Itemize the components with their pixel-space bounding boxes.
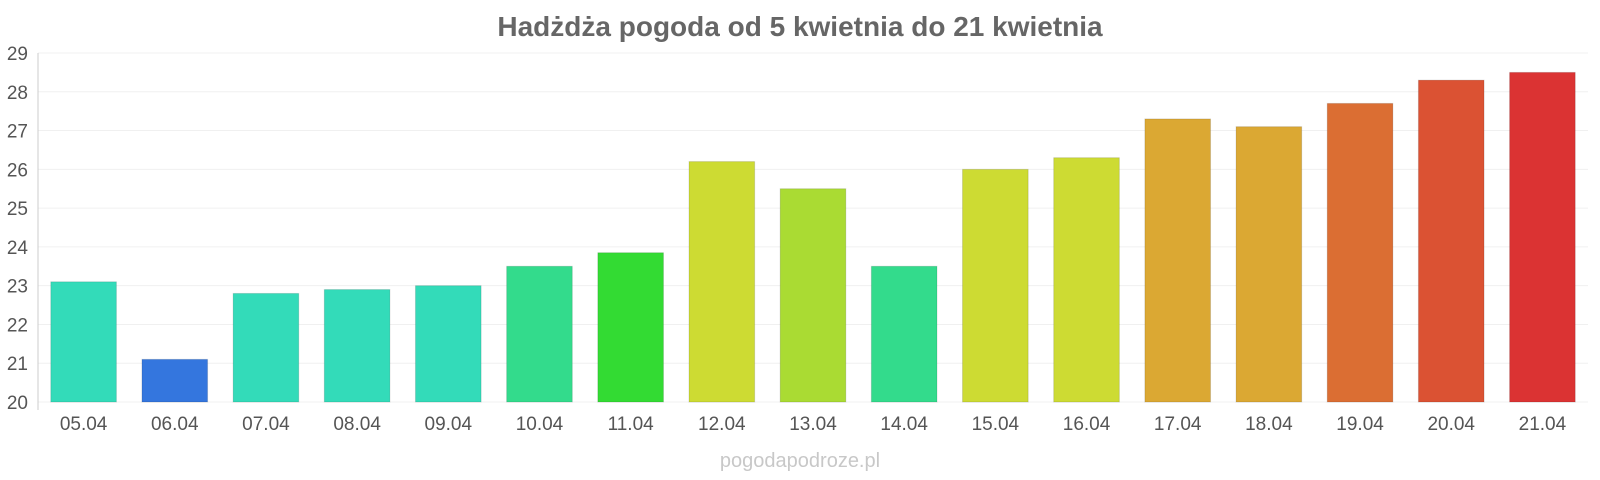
x-tick-label: 07.04 bbox=[242, 414, 290, 435]
y-tick-label: 22 bbox=[7, 315, 28, 336]
bar-08.04 bbox=[323, 289, 391, 403]
bar-21.04 bbox=[1509, 71, 1576, 403]
bar-18.04 bbox=[1235, 126, 1303, 403]
x-tick-label: 21.04 bbox=[1519, 414, 1567, 435]
x-tick-label: 12.04 bbox=[698, 414, 746, 435]
x-tick-label: 19.04 bbox=[1336, 414, 1384, 435]
bar-15.04 bbox=[962, 168, 1029, 403]
y-tick-label: 20 bbox=[7, 393, 28, 414]
x-tick-label: 09.04 bbox=[425, 414, 473, 435]
bar-06.04 bbox=[141, 358, 209, 403]
bar-07.04 bbox=[232, 292, 300, 403]
y-tick-label: 23 bbox=[7, 277, 28, 298]
x-tick-label: 13.04 bbox=[789, 414, 837, 435]
x-tick-label: 18.04 bbox=[1245, 414, 1293, 435]
x-tick-label: 11.04 bbox=[608, 414, 655, 435]
bar-10.04 bbox=[506, 265, 573, 403]
y-tick-label: 24 bbox=[7, 238, 29, 259]
x-tick-label: 10.04 bbox=[516, 414, 564, 435]
x-axis: 05.04 06.04 07.04 08.04 09.04 10.04 11.04 12.04… bbox=[60, 414, 1567, 435]
x-tick-label: 05.04 bbox=[60, 414, 108, 435]
y-tick-label: 29 bbox=[7, 44, 28, 65]
y-tick-label: 28 bbox=[7, 83, 28, 104]
x-tick-label: 16.04 bbox=[1063, 414, 1111, 435]
bar-12.04 bbox=[688, 161, 756, 403]
x-tick-label: 20.04 bbox=[1427, 414, 1475, 435]
x-tick-label: 08.04 bbox=[333, 414, 381, 435]
x-tick-label: 06.04 bbox=[151, 414, 199, 435]
bar-19.04 bbox=[1326, 102, 1394, 403]
x-tick-label: 14.04 bbox=[880, 414, 928, 435]
bars bbox=[50, 71, 1576, 403]
chart-title: Hadżdża pogoda od 5 kwietnia do 21 kwiet… bbox=[497, 11, 1103, 42]
x-tick-label: 17.04 bbox=[1154, 414, 1202, 435]
y-tick-label: 25 bbox=[7, 199, 28, 220]
watermark: pogodapodroze.pl bbox=[719, 450, 881, 472]
x-tick-label: 15.04 bbox=[972, 414, 1020, 435]
bar-13.04 bbox=[779, 188, 847, 403]
y-tick-label: 26 bbox=[7, 160, 28, 181]
y-axis: 20 21 22 23 24 25 26 27 28 29 bbox=[7, 44, 39, 414]
y-tick-label: 21 bbox=[7, 354, 28, 375]
bar-16.04 bbox=[1053, 157, 1120, 403]
bar-05.04 bbox=[50, 281, 117, 403]
bar-14.04 bbox=[870, 265, 938, 403]
bar-09.04 bbox=[414, 285, 482, 403]
bar-11.04 bbox=[597, 252, 664, 403]
bar-20.04 bbox=[1417, 79, 1485, 403]
y-tick-label: 27 bbox=[7, 122, 28, 143]
bar-17.04 bbox=[1144, 118, 1212, 403]
